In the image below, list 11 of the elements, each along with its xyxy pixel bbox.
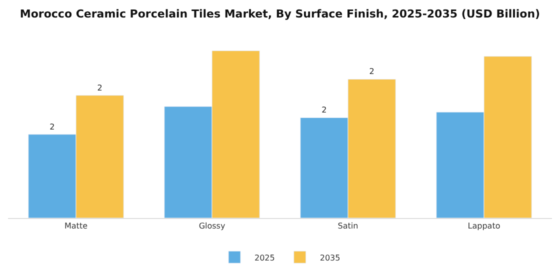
x-tick-label: Satin: [338, 222, 358, 231]
x-tick-label: Matte: [64, 222, 88, 231]
x-tick-label: Glossy: [198, 222, 226, 231]
data-label: 2: [97, 83, 102, 92]
chart-title: Morocco Ceramic Porcelain Tiles Market, By Surface Finish, 2025-2035 (USD Billion): [20, 8, 540, 20]
data-label: 2: [50, 122, 55, 132]
data-label: 2: [322, 106, 327, 115]
x-tick-label: Lappato: [468, 222, 500, 231]
legend-label: 2025: [254, 253, 275, 262]
legend-label: 2035: [320, 253, 340, 262]
data-label: 2: [369, 67, 374, 76]
